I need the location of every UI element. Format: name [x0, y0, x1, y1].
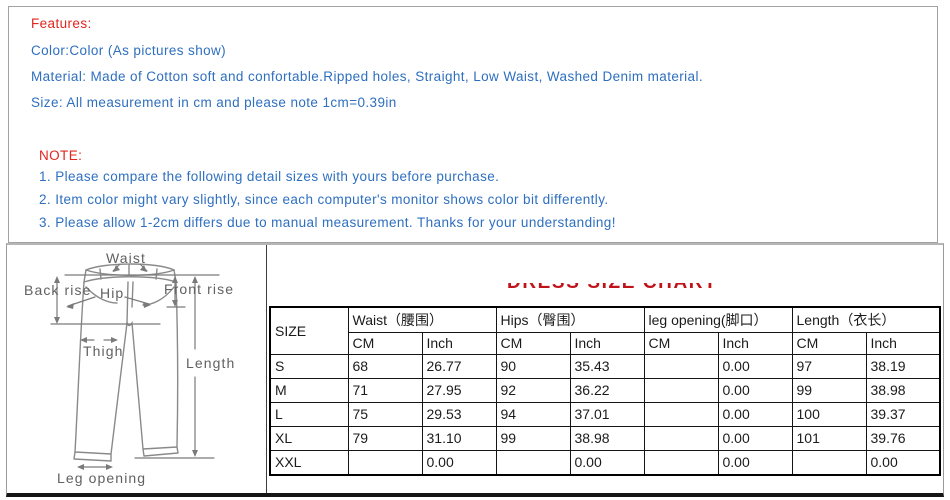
value-cell: 97: [791, 354, 867, 379]
value-cell: 68: [347, 354, 423, 379]
value-cell: [643, 378, 719, 403]
unit-header-cm: CM: [643, 332, 719, 355]
value-cell: 39.76: [865, 426, 941, 451]
value-cell: 0.00: [421, 450, 497, 476]
size-cell: XL: [269, 426, 349, 451]
value-cell: 38.98: [865, 378, 941, 403]
table-header-size: SIZE: [269, 306, 349, 355]
table-header-hips: Hips（臀围）: [495, 306, 645, 333]
value-cell: 0.00: [717, 450, 793, 476]
value-cell: 31.10: [421, 426, 497, 451]
value-cell: 71: [347, 378, 423, 403]
note-item: 2. Item color might vary slightly, since…: [39, 192, 609, 207]
diagram-label-length: Length: [186, 355, 236, 371]
table-header-waist: Waist（腰围）: [347, 306, 497, 333]
diagram-label-thigh: Thigh: [83, 343, 124, 359]
value-cell: 37.01: [569, 402, 645, 427]
note-item: 3. Please allow 1-2cm differs due to man…: [39, 215, 616, 230]
value-cell: 0.00: [865, 450, 941, 476]
value-cell: 35.43: [569, 354, 645, 379]
table-header-leg-opening: leg opening(脚口）: [643, 306, 793, 333]
value-cell: 99: [495, 426, 571, 451]
diagram-label-back-rise: Back rise: [24, 282, 92, 298]
table-row: M 71 27.95 92 36.22 0.00 99 38.98: [269, 378, 941, 403]
unit-header-cm: CM: [347, 332, 423, 355]
value-cell: 0.00: [717, 426, 793, 451]
value-cell: 38.98: [569, 426, 645, 451]
value-cell: 101: [791, 426, 867, 451]
value-cell: 94: [495, 402, 571, 427]
size-cell: L: [269, 402, 349, 427]
value-cell: 0.00: [717, 402, 793, 427]
diagram-label-leg-opening: Leg opening: [57, 470, 147, 486]
unit-header-cm: CM: [791, 332, 867, 355]
size-chart-table: SIZE Waist（腰围） Hips（臀围） leg opening(脚口） …: [269, 306, 941, 476]
note-heading: NOTE:: [39, 148, 83, 163]
unit-header-cm: CM: [495, 332, 571, 355]
unit-header-inch: Inch: [421, 332, 497, 355]
features-note-panel: Features: Color:Color (As pictures show)…: [8, 6, 938, 243]
value-cell: 36.22: [569, 378, 645, 403]
value-cell: [347, 450, 423, 476]
value-cell: [643, 426, 719, 451]
note-item: 1. Please compare the following detail s…: [39, 169, 500, 184]
table-unit-row: CM Inch CM Inch CM Inch CM Inch: [270, 332, 941, 355]
size-cell: M: [269, 378, 349, 403]
diagram-label-waist: Waist: [106, 250, 146, 266]
value-cell: 99: [791, 378, 867, 403]
feature-material-line: Material: Made of Cotton soft and confor…: [31, 69, 704, 84]
pants-measurement-diagram: Waist Back rise Hip Front rise Thigh Len…: [7, 249, 265, 495]
size-cell: XXL: [269, 450, 349, 476]
value-cell: 92: [495, 378, 571, 403]
value-cell: 38.19: [865, 354, 941, 379]
table-row: L 75 29.53 94 37.01 0.00 100 39.37: [269, 402, 941, 427]
table-header-row: SIZE Waist（腰围） Hips（臀围） leg opening(脚口） …: [269, 306, 941, 355]
table-row: XXL 0.00 0.00 0.00 0.00: [269, 450, 941, 476]
value-cell: 0.00: [569, 450, 645, 476]
table-header-length: Length（衣长）: [791, 306, 941, 333]
value-cell: 79: [347, 426, 423, 451]
value-cell: 26.77: [421, 354, 497, 379]
features-heading: Features:: [31, 16, 92, 31]
pants-outline-drawing: [50, 263, 220, 470]
table-row: S 68 26.77 90 35.43 0.00 97 38.19: [269, 354, 941, 379]
unit-header-inch: Inch: [569, 332, 645, 355]
value-cell: 90: [495, 354, 571, 379]
unit-header-inch: Inch: [717, 332, 793, 355]
value-cell: 39.37: [865, 402, 941, 427]
value-cell: 100: [791, 402, 867, 427]
value-cell: [643, 354, 719, 379]
size-guide-section: Waist Back rise Hip Front rise Thigh Len…: [6, 243, 944, 497]
value-cell: [643, 402, 719, 427]
size-cell: S: [269, 354, 349, 379]
diagram-label-hip: Hip: [100, 285, 125, 301]
feature-size-line: Size: All measurement in cm and please n…: [31, 95, 397, 110]
vertical-divider: [266, 245, 267, 493]
value-cell: [643, 450, 719, 476]
table-row: XL 79 31.10 99 38.98 0.00 101 39.76: [269, 426, 941, 451]
value-cell: [791, 450, 867, 476]
value-cell: 0.00: [717, 378, 793, 403]
clipped-chart-title: DRESS SIZE CHART: [507, 283, 722, 295]
value-cell: 0.00: [717, 354, 793, 379]
value-cell: 27.95: [421, 378, 497, 403]
unit-header-inch: Inch: [865, 332, 941, 355]
value-cell: 75: [347, 402, 423, 427]
value-cell: 29.53: [421, 402, 497, 427]
diagram-label-front-rise: Front rise: [164, 281, 235, 297]
feature-color-line: Color:Color (As pictures show): [31, 43, 227, 58]
value-cell: [495, 450, 571, 476]
